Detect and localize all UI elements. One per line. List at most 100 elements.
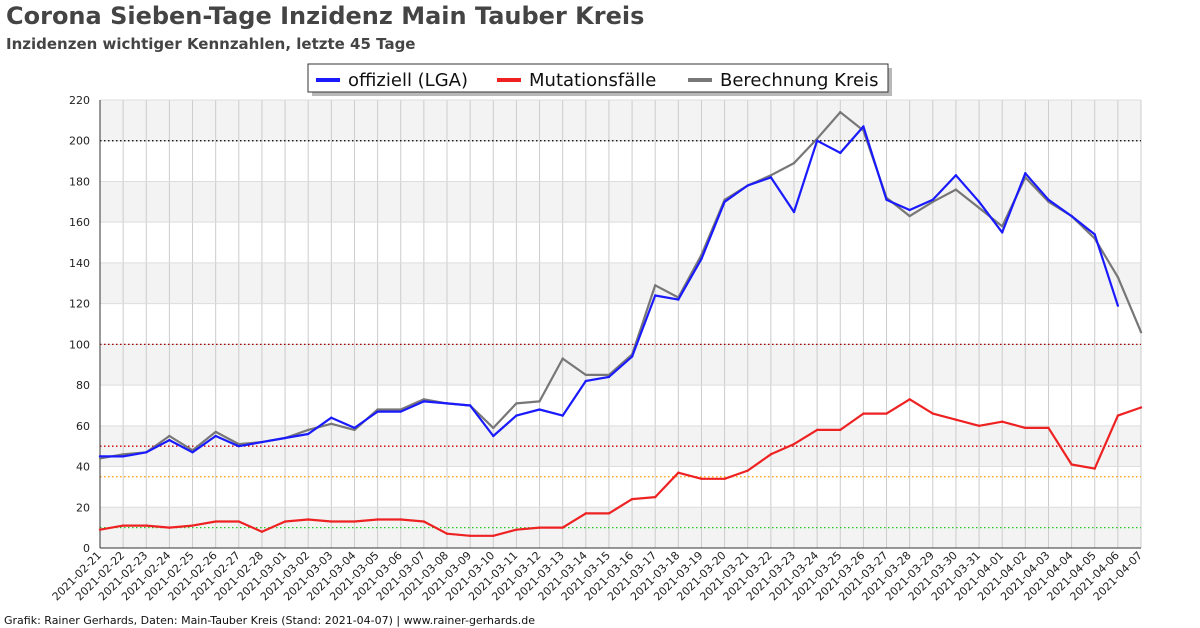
data-point: [561, 526, 564, 529]
data-point: [376, 408, 379, 411]
y-tick-label: 20: [76, 501, 90, 514]
y-tick-label: 60: [76, 420, 90, 433]
data-point: [815, 428, 819, 432]
data-point: [977, 206, 981, 210]
data-point: [839, 111, 842, 114]
data-point: [1139, 406, 1143, 409]
data-point: [839, 151, 842, 155]
data-point: [792, 442, 796, 446]
data-point: [561, 357, 564, 360]
data-point: [214, 434, 217, 438]
data-point: [515, 414, 518, 417]
legend-label: Mutationsfälle: [529, 70, 656, 91]
data-point: [376, 410, 379, 413]
data-point: [700, 257, 703, 261]
y-tick-label: 100: [69, 338, 90, 351]
data-point: [561, 414, 564, 417]
data-point: [492, 434, 495, 438]
data-point: [353, 426, 356, 430]
y-tick-label: 40: [76, 461, 90, 474]
data-point: [168, 526, 171, 529]
data-point: [746, 469, 749, 472]
data-point: [260, 440, 264, 444]
data-point: [1001, 225, 1004, 228]
data-point: [1001, 231, 1004, 234]
data-point: [723, 200, 726, 204]
data-point: [931, 198, 934, 201]
data-point: [885, 198, 888, 201]
data-point: [1139, 330, 1143, 334]
data-point: [1093, 467, 1096, 470]
data-point: [977, 200, 981, 204]
data-point: [422, 520, 426, 523]
data-point: [792, 161, 796, 165]
data-point: [145, 524, 148, 527]
data-point: [191, 524, 194, 527]
data-point: [954, 188, 958, 191]
data-point: [630, 355, 634, 358]
data-point: [908, 208, 911, 212]
data-point: [769, 453, 773, 456]
data-point: [445, 402, 449, 405]
data-point: [399, 518, 402, 521]
data-point: [746, 184, 749, 187]
data-point: [584, 379, 587, 383]
data-point: [98, 455, 102, 458]
y-tick-label: 180: [69, 175, 90, 188]
data-point: [492, 426, 495, 430]
data-point: [330, 520, 333, 523]
data-point: [677, 298, 680, 301]
data-point: [121, 453, 125, 456]
data-point: [630, 497, 634, 501]
data-point: [330, 422, 333, 425]
data-point: [1070, 463, 1073, 466]
chart-subtitle: Inzidenzen wichtiger Kennzahlen, letzte …: [6, 35, 416, 53]
data-point: [307, 518, 310, 521]
data-point: [260, 530, 264, 533]
data-point: [515, 528, 518, 531]
data-point: [677, 471, 680, 474]
plot-band: [100, 262, 1141, 304]
plot-band: [100, 100, 1141, 141]
series-line: [99, 398, 1142, 537]
data-point: [1001, 420, 1004, 423]
data-point: [654, 294, 657, 297]
data-point: [1093, 233, 1096, 236]
data-point: [1047, 426, 1050, 430]
data-point: [654, 284, 657, 287]
data-point: [492, 534, 495, 537]
data-point: [977, 424, 981, 428]
data-point: [307, 428, 310, 432]
y-tick-label: 200: [69, 135, 90, 148]
data-point: [353, 428, 356, 432]
data-point: [168, 434, 171, 438]
data-point: [1047, 198, 1050, 201]
data-point: [908, 214, 911, 218]
data-point: [538, 526, 541, 529]
data-point: [98, 457, 102, 460]
legend: offiziell (LGA) Mutationsfälle Berechnung …: [307, 63, 892, 96]
legend-label: Berechnung Kreis: [720, 70, 878, 91]
chart-title: Corona Sieben-Tage Inzidenz Main Tauber …: [6, 2, 645, 30]
data-point: [723, 477, 726, 480]
data-point: [468, 534, 472, 537]
data-point: [1116, 275, 1120, 279]
plot-band: [100, 181, 1141, 223]
data-point: [954, 418, 958, 421]
data-point: [538, 408, 541, 411]
legend-box: [307, 63, 889, 93]
series-0: [98, 125, 1120, 458]
data-point: [1024, 426, 1027, 430]
data-point: [168, 438, 171, 442]
data-point: [908, 398, 911, 401]
data-point: [607, 375, 611, 379]
y-tick-label: 120: [69, 298, 90, 311]
data-point: [1116, 414, 1120, 417]
data-point: [214, 430, 217, 434]
data-point: [769, 176, 773, 179]
data-point: [445, 532, 449, 535]
data-point: [98, 528, 102, 531]
data-point: [815, 139, 819, 142]
data-point: [538, 400, 541, 403]
